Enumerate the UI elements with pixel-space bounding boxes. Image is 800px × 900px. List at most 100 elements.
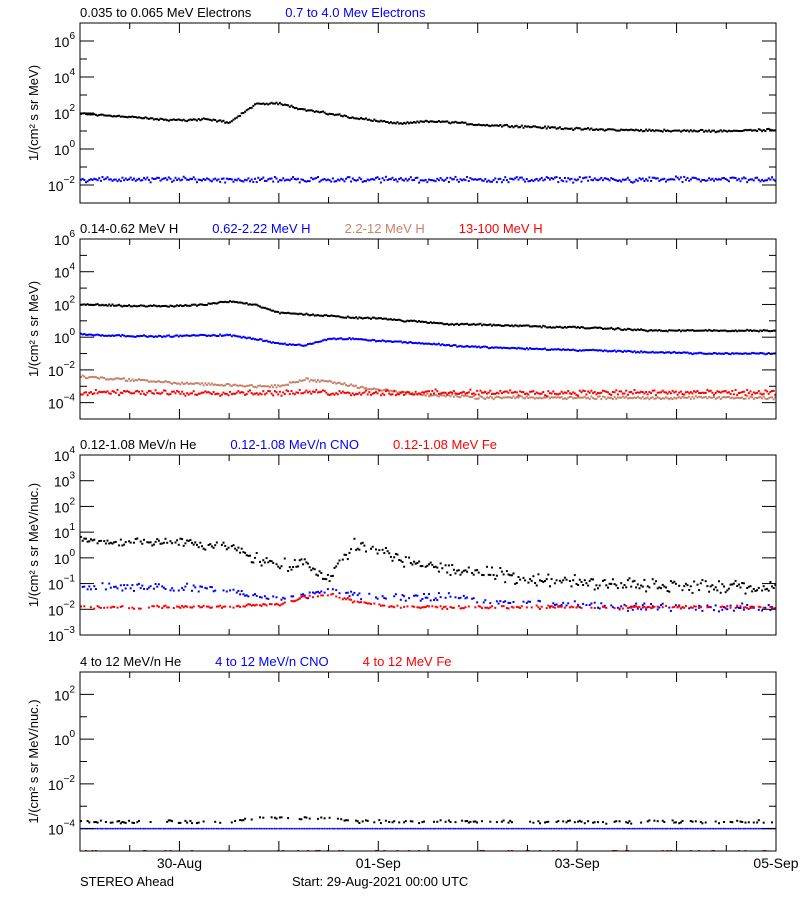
data-point (215, 392, 218, 395)
data-point (751, 178, 754, 181)
data-point (199, 383, 202, 386)
data-point (436, 827, 438, 830)
data-point (379, 394, 382, 397)
data-point (462, 394, 465, 397)
data-point (166, 305, 169, 308)
data-point (184, 334, 187, 337)
data-point (608, 393, 611, 395)
data-point (378, 178, 381, 180)
data-point (305, 596, 308, 599)
data-point (492, 323, 495, 326)
data-point (444, 120, 447, 123)
data-point (553, 582, 556, 585)
data-point (375, 596, 377, 599)
data-point (104, 821, 107, 823)
data-point (497, 178, 500, 181)
data-point (187, 827, 190, 830)
data-point (108, 827, 110, 830)
data-point (684, 582, 687, 585)
data-point (333, 114, 336, 117)
data-point (476, 124, 479, 126)
data-point (262, 559, 265, 562)
data-point (365, 389, 367, 392)
data-point (529, 396, 532, 399)
data-point (517, 396, 520, 399)
data-point (275, 563, 278, 566)
data-point (711, 129, 714, 132)
data-point (565, 398, 568, 400)
data-point (227, 178, 230, 181)
data-point (587, 127, 590, 130)
data-point (669, 397, 672, 400)
data-point (433, 321, 435, 324)
data-point (252, 385, 255, 388)
data-point (214, 383, 217, 386)
data-point (232, 392, 235, 395)
data-point (172, 381, 175, 384)
y-tick-label: 10−2 (48, 175, 75, 194)
data-point (452, 827, 455, 830)
data-point (421, 565, 424, 568)
data-point (210, 545, 213, 548)
data-point (462, 390, 465, 393)
data-point (141, 584, 144, 587)
data-point (665, 827, 667, 830)
data-point (449, 345, 452, 347)
data-point (580, 391, 583, 394)
data-point (201, 545, 203, 548)
data-point (96, 542, 99, 545)
data-point (580, 580, 583, 583)
data-point (613, 349, 616, 352)
y-tick-label: 102 (54, 496, 76, 515)
data-point (303, 108, 306, 111)
data-point (527, 600, 530, 603)
data-point (665, 604, 667, 607)
data-point (368, 388, 371, 391)
data-point (147, 179, 150, 181)
data-point (630, 328, 633, 331)
data-point (625, 178, 628, 181)
data-point (452, 395, 455, 398)
data-point (489, 323, 492, 326)
data-point (89, 333, 92, 336)
data-point (575, 396, 578, 399)
data-point (509, 396, 512, 399)
data-point (282, 311, 285, 314)
data-point (109, 541, 112, 544)
data-point (729, 604, 732, 607)
data-point (157, 380, 160, 383)
data-point (631, 580, 634, 583)
data-point (366, 819, 369, 822)
data-point (641, 391, 644, 394)
data-point (262, 827, 264, 830)
data-point (234, 827, 236, 830)
data-point (469, 820, 472, 823)
data-point (472, 345, 475, 348)
data-point (471, 827, 473, 830)
data-point (139, 393, 142, 395)
data-point (497, 346, 500, 349)
data-point (608, 396, 611, 399)
data-point (421, 606, 424, 609)
data-point (774, 179, 776, 182)
data-point (635, 128, 638, 131)
data-point (744, 606, 747, 609)
data-point (640, 397, 643, 400)
data-point (389, 389, 392, 392)
data-point (691, 820, 694, 823)
legend-label: 4 to 12 MeV/n He (80, 654, 181, 669)
data-point (162, 541, 165, 544)
data-point (502, 346, 505, 349)
data-point (93, 827, 95, 830)
data-point (444, 344, 447, 347)
data-point (172, 179, 175, 182)
data-point (540, 348, 543, 351)
data-point (557, 827, 559, 830)
data-point (260, 564, 263, 567)
data-point (766, 398, 769, 401)
data-point (341, 115, 344, 118)
data-point (375, 176, 377, 179)
data-point (295, 312, 298, 315)
data-point (711, 177, 714, 180)
data-point (454, 175, 457, 178)
